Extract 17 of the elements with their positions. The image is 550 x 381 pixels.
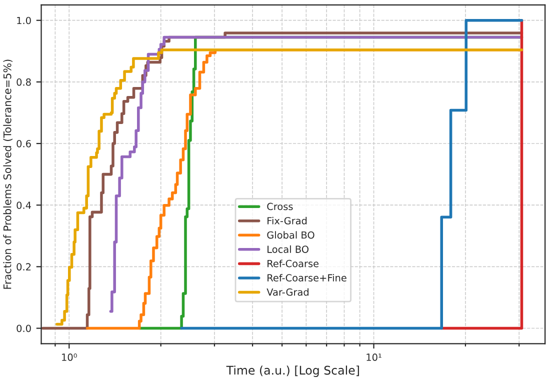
legend-label: Global BO: [267, 231, 314, 239]
legend-label: Local BO: [268, 245, 308, 253]
y-tick-label: 0.4: [16, 202, 31, 209]
x-tick-label: 10¹: [366, 354, 382, 361]
legend-label: Fix-Grad: [268, 216, 307, 224]
x-tick-label: 10⁰: [62, 354, 77, 361]
y-tick-label: 0.8: [16, 78, 31, 86]
y-axis-title: Fraction of Problems Solved (Tolerance=5%): [3, 60, 12, 289]
legend-label: Cross: [267, 202, 293, 210]
legend-label: Var-Grad: [266, 288, 308, 296]
legend-label: Ref-Coarse+Fine: [268, 274, 346, 282]
y-tick-label: 0.2: [16, 263, 31, 271]
y-tick-label: 0.6: [16, 140, 31, 148]
legend-label: Ref-Coarse: [268, 260, 319, 268]
y-tick-label: 1.0: [17, 16, 31, 24]
x-axis-title: Time (a.u.) [Log Scale]: [226, 366, 359, 377]
y-tick-label: 0.0: [16, 324, 31, 332]
